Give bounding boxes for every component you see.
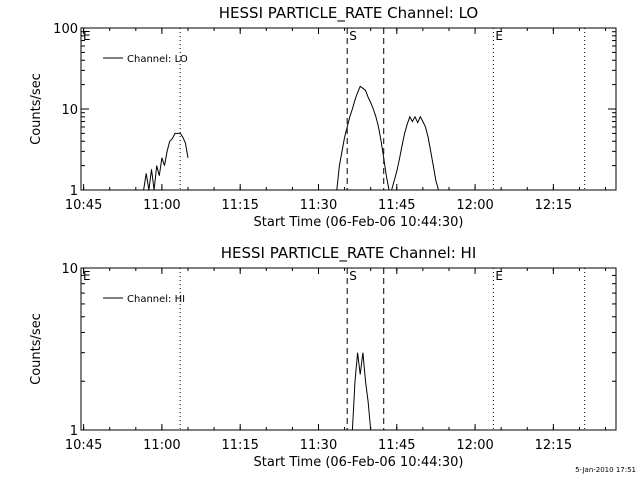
panel-2-x-tick-label-2: 11:15 [221,438,258,453]
panel-1-x-tick-label-1: 11:00 [143,198,180,213]
panel-1-x-tick-label-2: 11:15 [221,198,258,213]
panel-2-x-tick-label-0: 10:45 [65,438,102,453]
panel-2-event-marker-label-0: E [83,269,91,283]
footer-timestamp: 5-Jan-2010 17:51 [575,466,636,474]
panel-2-x-tick-label-5: 12:00 [456,438,493,453]
panel-1-y-tick-label-0: 1 [70,184,78,199]
panel-1-event-marker-label-2: S [349,29,357,43]
panel-2-plot-frame [80,267,617,431]
panel-1-series-0-segment-0 [143,132,189,191]
panel-2-legend-label: Channel: HI [127,294,185,305]
panel-2-y-tick-label-0: 1 [70,424,78,439]
panel-2-series-0-segment-0 [351,352,372,431]
panel-1-x-tick-label-5: 12:00 [456,198,493,213]
panel-1-x-tick-label-4: 11:45 [378,198,415,213]
panel-2-event-marker-label-4: E [495,269,503,283]
panel-2-x-tick-label-1: 11:00 [143,438,180,453]
panel-2-x-tick-label-3: 11:30 [300,438,337,453]
panel-2-chart-title: HESSI PARTICLE_RATE Channel: HI [221,244,477,263]
panel-1-y-tick-label-1: 10 [61,103,78,118]
panel-1-x-axis-label: Start Time (06-Feb-06 10:44:30) [254,215,464,230]
panel-1-chart-title: HESSI PARTICLE_RATE Channel: LO [219,4,478,23]
panel-1-event-marker-label-4: E [495,29,503,43]
panel-1-x-tick-label-3: 11:30 [300,198,337,213]
panel-2-event-marker-label-2: S [349,269,357,283]
panel-1-y-axis-label: Counts/sec [29,73,44,145]
panel-2-y-axis-label: Counts/sec [29,313,44,385]
panel-1-legend-label: Channel: LO [127,54,188,65]
panel-1-x-tick-label-6: 12:15 [535,198,572,213]
panel-1-event-marker-label-0: E [83,29,91,43]
panel-1-x-tick-label-0: 10:45 [65,198,102,213]
panel-2-x-tick-label-6: 12:15 [535,438,572,453]
panel-2-y-tick-label-1: 10 [61,262,78,277]
panel-1-y-tick-label-2: 100 [53,22,78,37]
panel-1-series-0-segment-2 [391,115,439,191]
panel-1-series-0-segment-1 [336,85,390,191]
panel-2-x-tick-label-4: 11:45 [378,438,415,453]
panel-2-x-axis-label: Start Time (06-Feb-06 10:44:30) [254,455,464,470]
